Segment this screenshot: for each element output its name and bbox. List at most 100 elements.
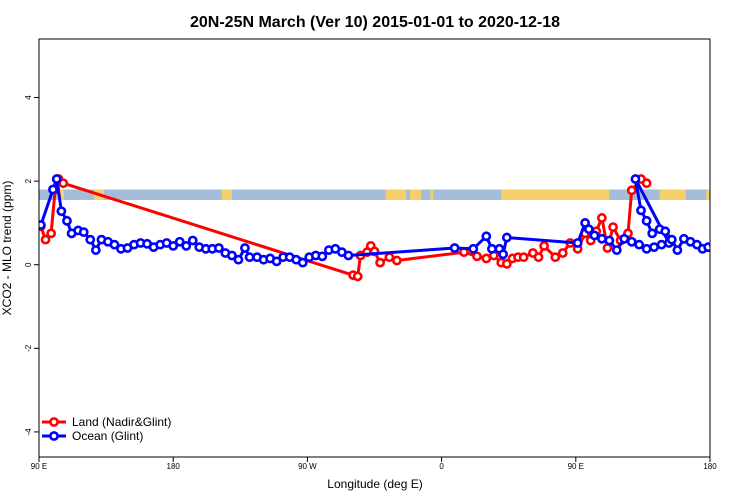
- data-point: [297, 257, 308, 268]
- data-point: [641, 215, 652, 226]
- data-point: [213, 243, 224, 253]
- x-tick-label: 90 W: [298, 462, 317, 471]
- land-ocean-band: [39, 189, 710, 200]
- legend: Land (Nadir&Glint)Ocean (Glint): [42, 415, 171, 443]
- data-point: [634, 239, 645, 250]
- data-point: [602, 243, 613, 253]
- y-axis: -4 -2 0 2 4: [24, 95, 39, 436]
- data-point: [550, 252, 561, 263]
- data-point: [472, 251, 482, 262]
- data-point: [641, 178, 652, 189]
- data-point: [619, 233, 630, 244]
- data-point: [626, 185, 637, 196]
- legend-label: Land (Nadir&Glint): [72, 415, 171, 429]
- data-point: [271, 256, 282, 267]
- y-tick-label: -4: [24, 428, 33, 436]
- y-tick-label: 2: [24, 178, 33, 183]
- data-point: [233, 254, 244, 265]
- data-point: [481, 231, 492, 242]
- data-point: [518, 252, 529, 263]
- data-point: [611, 245, 622, 255]
- series-ocean: [39, 174, 723, 268]
- data-point: [626, 236, 637, 247]
- data-point: [647, 228, 658, 239]
- land-segment: [385, 189, 407, 200]
- data-point: [449, 243, 460, 253]
- data-point: [716, 239, 723, 246]
- data-point: [501, 232, 512, 243]
- legend-marker: [49, 417, 59, 427]
- x-axis-label: Longitude (deg E): [327, 477, 422, 491]
- data-point: [557, 248, 568, 258]
- data-point: [572, 238, 583, 248]
- data-point: [498, 249, 509, 260]
- data-point: [468, 243, 479, 254]
- data-point: [481, 253, 492, 264]
- legend-item-ocean: Ocean (Glint): [42, 429, 143, 443]
- x-tick-label: 180: [703, 462, 717, 471]
- data-point: [589, 230, 600, 241]
- data-point: [78, 227, 89, 238]
- data-point: [703, 242, 710, 253]
- data-point: [375, 257, 385, 268]
- y-tick-label: 4: [24, 95, 33, 100]
- data-point: [608, 222, 618, 232]
- plot-area: [39, 174, 723, 282]
- data-point: [630, 174, 641, 184]
- data-point: [487, 243, 497, 254]
- data-point: [539, 241, 550, 251]
- data-point: [109, 239, 120, 250]
- data-point: [39, 220, 46, 230]
- legend-label: Ocean (Glint): [72, 429, 143, 443]
- data-point: [391, 255, 402, 266]
- data-point: [583, 224, 594, 235]
- data-point: [48, 184, 58, 195]
- data-point: [343, 250, 354, 261]
- data-point: [352, 271, 363, 282]
- data-point: [672, 245, 683, 255]
- land-segment: [659, 189, 686, 200]
- data-point: [40, 234, 51, 245]
- ocean-band: [39, 189, 710, 200]
- plot-frame: [38, 38, 711, 458]
- data-point: [168, 241, 179, 251]
- land-segment: [409, 189, 422, 200]
- legend-marker: [49, 431, 59, 441]
- y-tick-label: -2: [24, 344, 33, 352]
- data-point: [596, 213, 607, 223]
- land-segment: [706, 189, 710, 200]
- data-point: [181, 241, 192, 251]
- data-point: [62, 215, 72, 226]
- data-point: [51, 174, 62, 184]
- data-point: [56, 206, 67, 217]
- data-point: [666, 234, 677, 245]
- data-point: [240, 243, 250, 253]
- data-point: [227, 250, 237, 261]
- data-point: [604, 235, 615, 246]
- x-tick-label: 0: [439, 462, 444, 471]
- data-point: [58, 178, 69, 189]
- data-point: [174, 236, 185, 247]
- data-point: [596, 233, 607, 244]
- x-tick-label: 90 E: [568, 462, 584, 471]
- data-point: [90, 245, 101, 255]
- data-point: [636, 205, 646, 216]
- x-tick-label: 90 E: [31, 462, 47, 471]
- legend-item-land: Land (Nadir&Glint): [42, 415, 171, 429]
- data-point: [533, 252, 544, 263]
- data-point: [649, 242, 659, 253]
- data-point: [317, 251, 328, 262]
- land-segment: [501, 189, 610, 200]
- x-axis: 90 E 180 90 W 0 90 E 180: [31, 457, 717, 471]
- data-point: [244, 252, 255, 263]
- data-point: [187, 235, 198, 246]
- land-segment: [430, 189, 434, 200]
- data-point: [708, 241, 710, 248]
- data-point: [660, 226, 671, 237]
- y-axis-label: XCO2 - MLO trend (ppm): [0, 181, 14, 316]
- data-point: [46, 228, 57, 239]
- land-segment: [221, 189, 232, 200]
- x-tick-label: 180: [167, 462, 181, 471]
- data-point: [384, 252, 395, 263]
